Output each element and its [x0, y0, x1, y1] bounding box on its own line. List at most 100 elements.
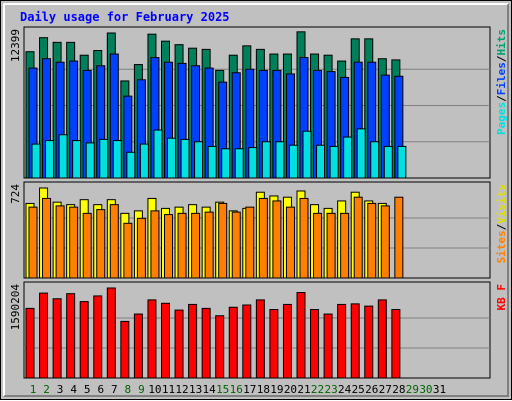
x-tick-label: 13 — [189, 383, 202, 396]
x-tick-label: 29 — [406, 383, 419, 396]
chart-title: Daily usage for February 2025 — [20, 10, 230, 24]
bar-pages — [180, 138, 190, 179]
bar-kb-f — [337, 303, 347, 379]
bar-sites — [326, 212, 336, 279]
panel-max-label: 12399 — [9, 29, 22, 62]
bar-pages — [45, 140, 55, 179]
bar-pages — [370, 141, 380, 179]
legend-entry: Hits — [495, 29, 508, 56]
bar-pages — [248, 147, 258, 179]
legend-entry: KB F — [495, 284, 508, 311]
bar-kb-f — [201, 307, 211, 379]
bar-sites — [55, 205, 65, 279]
bar-pages — [343, 136, 353, 179]
bar-kb-f — [133, 313, 143, 379]
bar-pages — [153, 129, 163, 179]
bar-kb-f — [25, 307, 35, 379]
x-tick-label: 25 — [352, 383, 365, 396]
x-tick-label: 7 — [111, 383, 118, 396]
bar-kb-f — [255, 299, 265, 379]
bar-kb-f — [242, 304, 252, 379]
x-tick-label: 24 — [338, 383, 352, 396]
bar-sites — [123, 222, 133, 279]
bar-kb-f — [296, 292, 306, 379]
bar-kb-f — [323, 313, 333, 379]
bar-sites — [245, 206, 255, 279]
x-tick-label: 21 — [297, 383, 310, 396]
bar-pages — [302, 130, 312, 179]
bar-sites — [191, 212, 201, 279]
bar-pages — [126, 151, 136, 179]
x-tick-label: 11 — [162, 383, 175, 396]
panel-max-label: 724 — [9, 184, 22, 204]
bar-kb-f — [66, 293, 76, 379]
legend-separator: / — [495, 95, 508, 102]
x-tick-label: 8 — [125, 383, 132, 396]
bar-kb-f — [161, 302, 170, 379]
bar-sites — [313, 212, 323, 279]
bar-sites — [136, 217, 146, 279]
x-tick-label: 12 — [175, 383, 188, 396]
bar-pages — [99, 138, 109, 179]
bar-kb-f — [391, 309, 401, 379]
bar-sites — [285, 206, 295, 279]
bar-sites — [69, 206, 79, 279]
bar-kb-f — [269, 309, 279, 379]
bar-kb-f — [215, 315, 225, 379]
x-tick-label: 5 — [84, 383, 91, 396]
x-tick-label: 6 — [97, 383, 104, 396]
bar-kb-f — [188, 303, 198, 379]
legend-entry: Files — [495, 62, 508, 95]
bar-pages — [275, 141, 285, 179]
bar-pages — [58, 134, 68, 179]
x-tick-label: 14 — [203, 383, 217, 396]
bar-sites — [150, 210, 160, 279]
x-tick-label: 19 — [270, 383, 283, 396]
bar-kb-f — [282, 303, 292, 379]
bar-kb-f — [228, 306, 238, 379]
bar-sites — [42, 197, 52, 279]
bar-pages — [329, 145, 339, 179]
bar-pages — [85, 142, 95, 179]
bar-sites — [231, 211, 241, 279]
legend-separator: / — [495, 55, 508, 62]
bar-sites — [353, 196, 363, 279]
panel-3: 1590204 KB F — [9, 281, 508, 379]
bar-sites — [204, 211, 214, 279]
bar-sites — [164, 214, 173, 279]
bar-sites — [28, 206, 38, 279]
bar-pages — [261, 141, 271, 179]
x-tick-label: 26 — [365, 383, 378, 396]
bar-kb-f — [93, 295, 103, 379]
panel-max-label: 1590204 — [9, 284, 22, 331]
bar-kb-f — [147, 299, 157, 379]
bar-sites — [272, 200, 282, 279]
bar-kb-f — [52, 298, 62, 379]
bar-pages — [31, 143, 41, 179]
bar-pages — [167, 137, 176, 179]
x-tick-label: 20 — [284, 383, 297, 396]
x-tick-label: 17 — [243, 383, 256, 396]
x-tick-label: 30 — [419, 383, 432, 396]
bar-pages — [383, 145, 393, 179]
x-tick-label: 16 — [230, 383, 243, 396]
bar-sites — [96, 209, 106, 279]
x-tick-label: 1 — [30, 383, 37, 396]
bar-kb-f — [364, 305, 374, 379]
bar-kb-f — [350, 303, 360, 379]
legend-entry: Visits — [495, 184, 508, 224]
bar-pages — [288, 144, 298, 179]
bar-pages — [139, 143, 149, 179]
bar-pages — [316, 144, 326, 179]
x-tick-label: 22 — [311, 383, 324, 396]
bar-sites — [177, 212, 187, 279]
bar-sites — [367, 202, 377, 279]
x-tick-label: 31 — [433, 383, 446, 396]
bar-pages — [234, 148, 244, 179]
x-tick-label: 23 — [324, 383, 337, 396]
panel-legend: Sites/Visits — [495, 184, 508, 264]
bar-pages — [207, 145, 217, 179]
legend-entry: Pages — [495, 102, 508, 135]
legend-entry: Sites — [495, 230, 508, 263]
